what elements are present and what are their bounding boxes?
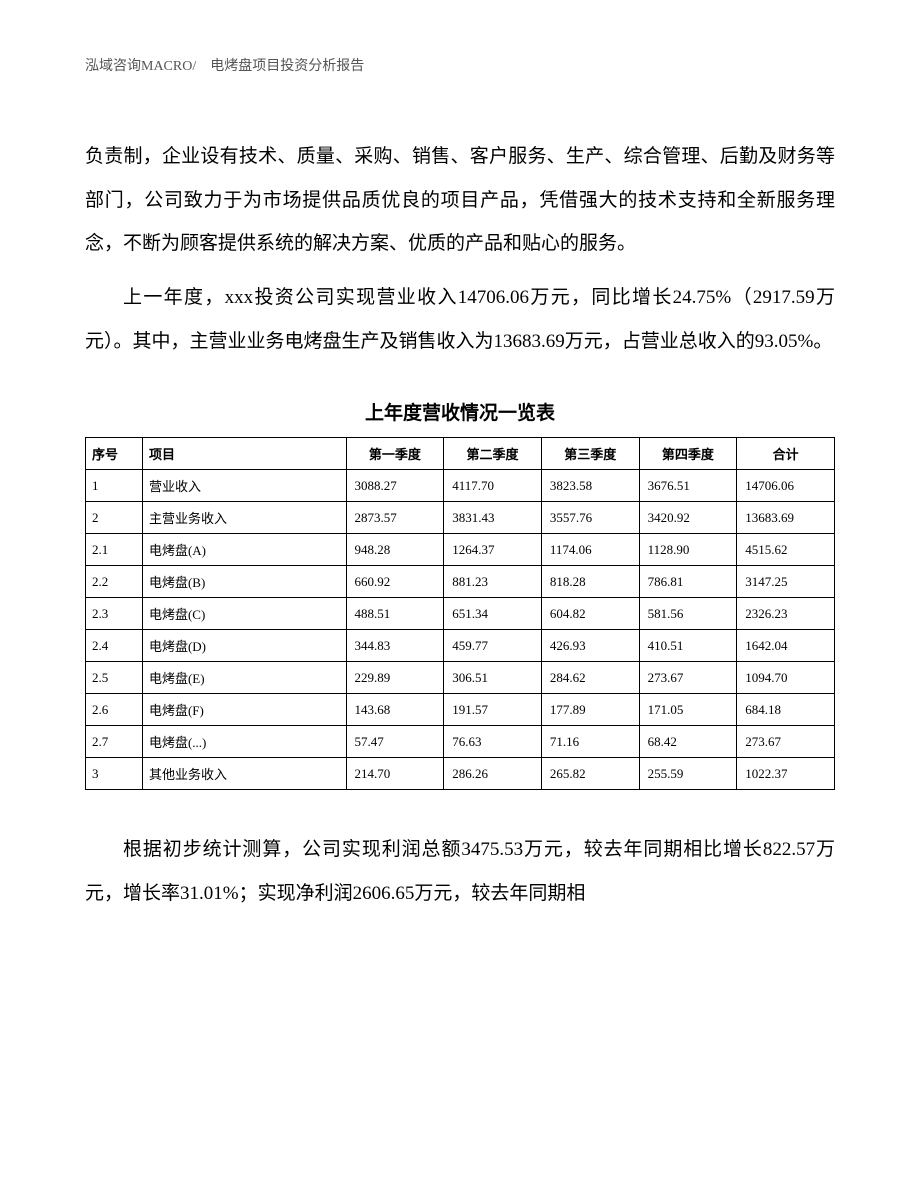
td-name: 电烤盘(...) [142, 726, 346, 758]
td-q3: 3557.76 [541, 502, 639, 534]
td-total: 1642.04 [737, 630, 835, 662]
td-q2: 3831.43 [444, 502, 542, 534]
td-q4: 410.51 [639, 630, 737, 662]
td-idx: 2.7 [86, 726, 143, 758]
table-row: 2.2电烤盘(B)660.92881.23818.28786.813147.25 [86, 566, 835, 598]
td-name: 主营业务收入 [142, 502, 346, 534]
td-q1: 948.28 [346, 534, 444, 566]
th-q4: 第四季度 [639, 438, 737, 470]
td-q3: 265.82 [541, 758, 639, 790]
td-name: 电烤盘(C) [142, 598, 346, 630]
td-name: 电烤盘(A) [142, 534, 346, 566]
th-name: 项目 [142, 438, 346, 470]
td-q3: 604.82 [541, 598, 639, 630]
td-q2: 76.63 [444, 726, 542, 758]
td-name: 电烤盘(E) [142, 662, 346, 694]
td-q2: 191.57 [444, 694, 542, 726]
td-idx: 2.1 [86, 534, 143, 566]
td-q2: 651.34 [444, 598, 542, 630]
paragraph-2: 上一年度，xxx投资公司实现营业收入14706.06万元，同比增长24.75%（… [85, 276, 835, 363]
td-q4: 68.42 [639, 726, 737, 758]
td-q4: 255.59 [639, 758, 737, 790]
td-q4: 273.67 [639, 662, 737, 694]
td-idx: 3 [86, 758, 143, 790]
td-name: 其他业务收入 [142, 758, 346, 790]
td-q4: 171.05 [639, 694, 737, 726]
td-name: 电烤盘(B) [142, 566, 346, 598]
td-idx: 2 [86, 502, 143, 534]
paragraph-1: 负责制，企业设有技术、质量、采购、销售、客户服务、生产、综合管理、后勤及财务等部… [85, 135, 835, 266]
td-q3: 1174.06 [541, 534, 639, 566]
td-q1: 57.47 [346, 726, 444, 758]
td-q2: 881.23 [444, 566, 542, 598]
td-q1: 660.92 [346, 566, 444, 598]
td-idx: 2.5 [86, 662, 143, 694]
td-idx: 1 [86, 470, 143, 502]
td-q4: 1128.90 [639, 534, 737, 566]
th-q2: 第二季度 [444, 438, 542, 470]
table-row: 2.3电烤盘(C)488.51651.34604.82581.562326.23 [86, 598, 835, 630]
td-q4: 3420.92 [639, 502, 737, 534]
td-name: 电烤盘(F) [142, 694, 346, 726]
table-header-row: 序号 项目 第一季度 第二季度 第三季度 第四季度 合计 [86, 438, 835, 470]
td-q3: 71.16 [541, 726, 639, 758]
td-q2: 306.51 [444, 662, 542, 694]
td-total: 4515.62 [737, 534, 835, 566]
td-total: 13683.69 [737, 502, 835, 534]
th-q1: 第一季度 [346, 438, 444, 470]
td-name: 电烤盘(D) [142, 630, 346, 662]
table-title: 上年度营收情况一览表 [85, 398, 835, 425]
td-total: 273.67 [737, 726, 835, 758]
td-idx: 2.3 [86, 598, 143, 630]
td-idx: 2.4 [86, 630, 143, 662]
td-q4: 786.81 [639, 566, 737, 598]
td-total: 14706.06 [737, 470, 835, 502]
td-q1: 214.70 [346, 758, 444, 790]
td-q1: 2873.57 [346, 502, 444, 534]
th-q3: 第三季度 [541, 438, 639, 470]
td-total: 2326.23 [737, 598, 835, 630]
th-total: 合计 [737, 438, 835, 470]
td-total: 3147.25 [737, 566, 835, 598]
td-q1: 229.89 [346, 662, 444, 694]
td-total: 684.18 [737, 694, 835, 726]
table-row: 2.7电烤盘(...)57.4776.6371.1668.42273.67 [86, 726, 835, 758]
td-q3: 3823.58 [541, 470, 639, 502]
paragraph-3: 根据初步统计测算，公司实现利润总额3475.53万元，较去年同期相比增长822.… [85, 828, 835, 915]
td-q2: 459.77 [444, 630, 542, 662]
table-row: 3其他业务收入214.70286.26265.82255.591022.37 [86, 758, 835, 790]
td-q2: 4117.70 [444, 470, 542, 502]
td-q2: 1264.37 [444, 534, 542, 566]
td-q3: 818.28 [541, 566, 639, 598]
td-total: 1022.37 [737, 758, 835, 790]
td-q4: 3676.51 [639, 470, 737, 502]
table-row: 2主营业务收入2873.573831.433557.763420.9213683… [86, 502, 835, 534]
page-header: 泓域咨询MACRO/ 电烤盘项目投资分析报告 [85, 55, 835, 75]
td-q3: 284.62 [541, 662, 639, 694]
th-idx: 序号 [86, 438, 143, 470]
td-q4: 581.56 [639, 598, 737, 630]
td-q2: 286.26 [444, 758, 542, 790]
revenue-table: 序号 项目 第一季度 第二季度 第三季度 第四季度 合计 1营业收入3088.2… [85, 437, 835, 790]
table-row: 1营业收入3088.274117.703823.583676.5114706.0… [86, 470, 835, 502]
td-q3: 177.89 [541, 694, 639, 726]
td-q3: 426.93 [541, 630, 639, 662]
td-name: 营业收入 [142, 470, 346, 502]
table-row: 2.6电烤盘(F)143.68191.57177.89171.05684.18 [86, 694, 835, 726]
table-row: 2.1电烤盘(A)948.281264.371174.061128.904515… [86, 534, 835, 566]
td-q1: 3088.27 [346, 470, 444, 502]
table-row: 2.4电烤盘(D)344.83459.77426.93410.511642.04 [86, 630, 835, 662]
td-total: 1094.70 [737, 662, 835, 694]
td-q1: 143.68 [346, 694, 444, 726]
td-q1: 344.83 [346, 630, 444, 662]
td-idx: 2.6 [86, 694, 143, 726]
td-q1: 488.51 [346, 598, 444, 630]
td-idx: 2.2 [86, 566, 143, 598]
table-row: 2.5电烤盘(E)229.89306.51284.62273.671094.70 [86, 662, 835, 694]
